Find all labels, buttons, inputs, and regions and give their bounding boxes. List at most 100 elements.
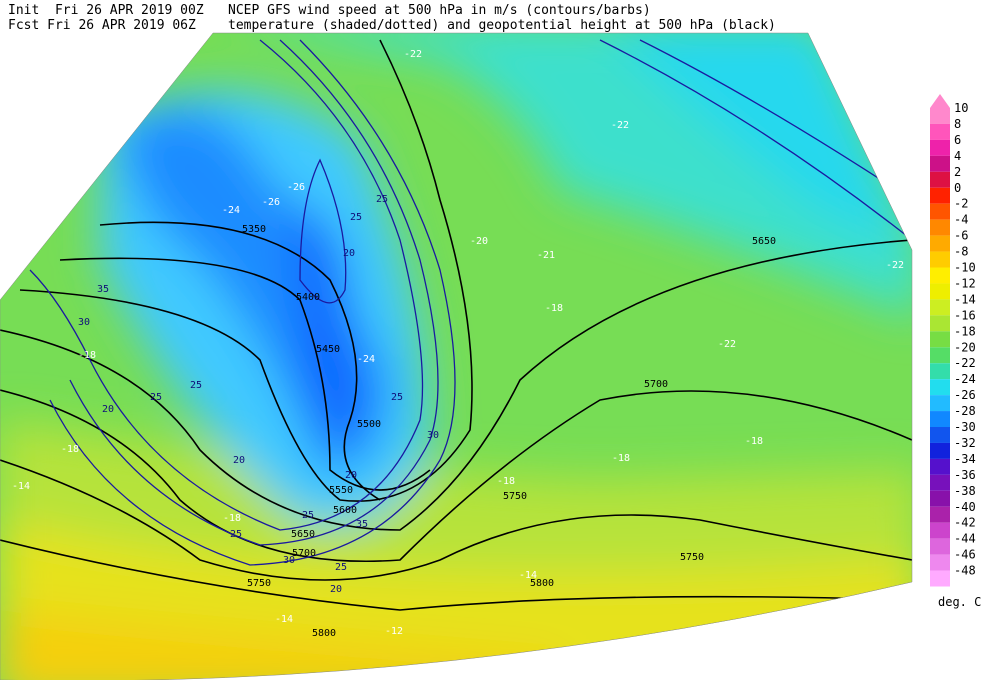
wind-speed-label: 25	[302, 510, 314, 521]
colorbar-label: -36	[954, 468, 976, 482]
colorbar-label: -8	[954, 245, 968, 259]
map-subtitle: temperature (shaded/dotted) and geopoten…	[228, 18, 776, 33]
temperature-label: -18	[612, 453, 630, 464]
colorbar-label: -42	[954, 516, 976, 530]
colorbar-swatch	[930, 570, 950, 587]
height-label: 5800	[530, 578, 554, 589]
height-label: 5650	[752, 236, 776, 247]
colorbar-swatch	[930, 395, 950, 412]
height-label: 5700	[644, 379, 668, 390]
colorbar-swatch	[930, 347, 950, 364]
wind-speed-label: 25	[190, 380, 202, 391]
wind-speed-label: 20	[233, 455, 245, 466]
colorbar-swatch	[930, 203, 950, 220]
wind-speed-label: 20	[330, 584, 342, 595]
colorbar-label: 8	[954, 117, 961, 131]
colorbar-label: -24	[954, 372, 976, 386]
colorbar-label: -38	[954, 484, 976, 498]
colorbar-swatch	[930, 123, 950, 140]
wind-speed-label: 25	[376, 194, 388, 205]
colorbar-label: -14	[954, 292, 976, 306]
colorbar-label: -12	[954, 276, 976, 290]
colorbar-label: 10	[954, 101, 968, 115]
wind-speed-label: 35	[356, 519, 368, 530]
temperature-label: -21	[537, 250, 555, 261]
temperature-label: -22	[404, 49, 422, 60]
temperature-label: -18	[61, 444, 79, 455]
colorbar-swatch	[930, 506, 950, 523]
colorbar-label: -22	[954, 356, 976, 370]
wind-speed-label: 35	[97, 284, 109, 295]
colorbar-swatch	[930, 474, 950, 491]
colorbar-swatch	[930, 283, 950, 300]
wind-speed-label: 25	[391, 392, 403, 403]
temperature-label: -18	[223, 513, 241, 524]
height-label: 5550	[329, 485, 353, 496]
colorbar-swatch	[930, 299, 950, 316]
colorbar-swatch	[930, 458, 950, 475]
wind-speed-label: 25	[230, 529, 242, 540]
colorbar-label: -20	[954, 340, 976, 354]
colorbar-label: -48	[954, 564, 976, 578]
colorbar-swatch	[930, 442, 950, 459]
temperature-label: -24	[357, 354, 375, 365]
colorbar-label: 4	[954, 149, 961, 163]
colorbar-label: -16	[954, 308, 976, 322]
map-title: NCEP GFS wind speed at 500 hPa in m/s (c…	[228, 3, 651, 18]
colorbar-label: -6	[954, 229, 968, 243]
wind-contours	[29, 39, 912, 566]
colorbar-swatch	[930, 331, 950, 348]
temperature-label: -22	[611, 120, 629, 131]
colorbar-label: -40	[954, 500, 976, 514]
colorbar-arrow	[930, 94, 950, 108]
temperature-label: -22	[886, 260, 904, 271]
temperature-label: -18	[745, 436, 763, 447]
colorbar-swatch	[930, 155, 950, 172]
colorbar-swatch	[930, 315, 950, 332]
colorbar-label: -30	[954, 420, 976, 434]
colorbar-swatch	[930, 411, 950, 427]
height-label: 5500	[357, 419, 381, 430]
wind-speed-label: 30	[427, 430, 439, 441]
height-label: 5750	[503, 491, 527, 502]
temperature-label: -18	[78, 350, 96, 361]
colorbar-swatch	[930, 171, 950, 188]
height-contours	[0, 39, 912, 611]
wind-speed-label: 25	[150, 392, 162, 403]
colorbar-label: -18	[954, 324, 976, 338]
colorbar: 10 8 6 4 2 0 -2 -4 -6 -8 -10-12 -14 -16 -18 -20 -22 -24 -…	[930, 94, 976, 587]
map-labels: 5350 5400 5450 5500 5550 5600 5650 5700 5750 5800…	[12, 49, 904, 639]
init-time: Init Fri 26 APR 2019 00Z	[8, 3, 204, 18]
temperature-label: -22	[718, 339, 736, 350]
wind-speed-label: 20	[102, 404, 114, 415]
colorbar-label: -10	[954, 261, 976, 275]
colorbar-label: -46	[954, 548, 976, 562]
temperature-label: -24	[222, 205, 240, 216]
colorbar-label: -2	[954, 197, 968, 211]
wind-speed-label: 30	[78, 317, 90, 328]
wind-speed-label: 20	[343, 248, 355, 259]
height-label: 5450	[316, 344, 340, 355]
colorbar-swatch	[930, 108, 950, 124]
height-label: 5600	[333, 505, 357, 516]
wind-speed-label: 25	[350, 212, 362, 223]
colorbar-swatch	[930, 522, 950, 539]
wind-speed-label: 30	[283, 555, 295, 566]
temperature-label: -12	[385, 626, 403, 637]
temperature-label: -26	[262, 197, 280, 208]
colorbar-label: 0	[954, 181, 961, 195]
height-label: 5400	[296, 292, 320, 303]
temperature-label: -14	[275, 614, 293, 625]
map-frame	[0, 32, 913, 680]
height-label: 5750	[680, 552, 704, 563]
colorbar-label: -32	[954, 436, 976, 450]
height-label: 5650	[291, 529, 315, 540]
colorbar-swatch	[930, 427, 950, 443]
temperature-label: -14	[519, 570, 537, 581]
forecast-time: Fcst Fri 26 APR 2019 06Z	[8, 18, 196, 33]
temperature-label: -18	[497, 476, 515, 487]
colorbar-swatch	[930, 490, 950, 507]
colorbar-swatch	[930, 139, 950, 156]
